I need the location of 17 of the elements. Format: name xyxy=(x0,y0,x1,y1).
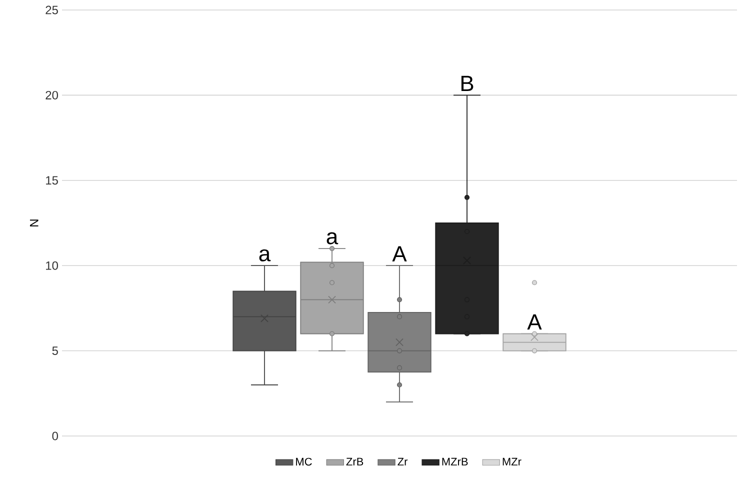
y-tick-label: 20 xyxy=(46,90,58,100)
y-tick-label: 15 xyxy=(46,176,58,185)
legend-label: Zr xyxy=(398,458,408,466)
legend-label: MC xyxy=(296,458,312,466)
legend-label: MZr xyxy=(502,458,522,466)
legend-label: MZrB xyxy=(442,458,468,466)
annotation: a xyxy=(326,232,338,244)
y-tick-label: 25 xyxy=(46,6,58,14)
annotation: B xyxy=(461,76,474,91)
annotation: A xyxy=(527,314,542,330)
y-tick-label: 10 xyxy=(46,261,58,270)
legend-label: ZrB xyxy=(346,458,364,466)
annotation: a xyxy=(259,249,271,262)
y-tick-label: 5 xyxy=(52,346,58,355)
annotation: A xyxy=(392,246,407,262)
y-tick-label: 0 xyxy=(52,432,58,440)
y-axis-title: N xyxy=(30,220,38,226)
